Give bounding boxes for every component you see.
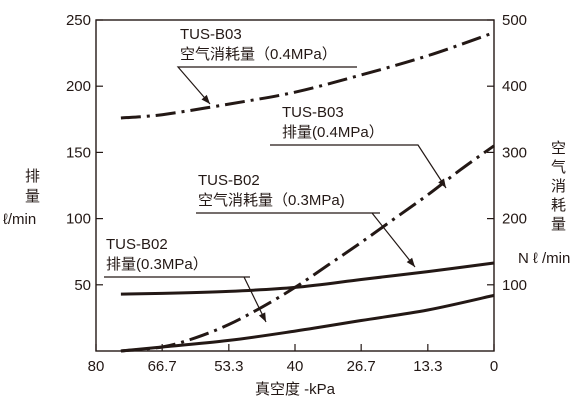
plot-frame — [95, 19, 495, 352]
series-b03-air-consumption-line — [120, 31, 495, 120]
right-axis-label-char-3: 消 — [551, 178, 566, 195]
x-tick-label: 66.7 — [148, 358, 177, 375]
x-tick-label: 0 — [490, 358, 498, 375]
left-axis-label-char-1: 排 — [25, 168, 40, 185]
series-b03-flow-line — [120, 144, 495, 353]
left-axis-unit: ℓ/min — [3, 211, 36, 228]
leaders-layer — [104, 66, 447, 323]
right-tick-label: 300 — [502, 144, 527, 161]
x-tick-label: 53.3 — [214, 358, 243, 375]
left-tick-label: 50 — [74, 277, 91, 294]
right-axis-label-char-1: 空 — [551, 140, 566, 157]
annotation-b03-air-line2: 空气消耗量（0.4MPa） — [180, 46, 337, 63]
ticks-layer: 80 66.7 53.3 40 26.7 13.3 0 250 200 150 100 50 500 40… — [66, 12, 527, 375]
right-tick-label: 500 — [502, 12, 527, 29]
right-tick-label: 100 — [502, 277, 527, 294]
x-tick-label: 26.7 — [347, 358, 376, 375]
right-tick-label: 200 — [502, 211, 527, 228]
left-tick-label: 250 — [66, 12, 91, 29]
annotation-b03-flow-line1: TUS-B03 — [282, 104, 344, 121]
leader-b02-flow — [104, 276, 267, 323]
right-axis-label-char-4: 耗 — [551, 197, 566, 214]
leader-b02-air-consumption-arrowhead — [406, 257, 415, 267]
series-b02-air-consumption-line — [120, 261, 495, 296]
series-layer — [120, 31, 495, 353]
right-axis-label-char-2: 气 — [551, 159, 566, 176]
leader-b03-flow-arrowhead — [438, 178, 446, 188]
x-tick-label: 13.3 — [413, 358, 442, 375]
left-tick-label: 150 — [66, 144, 91, 161]
annotation-b03-flow-line2: 排量(0.4MPa） — [282, 124, 384, 141]
leader-b03-flow — [270, 144, 447, 189]
left-tick-label: 200 — [66, 78, 91, 95]
annotation-b02-air-line2: 空气消耗量（0.3MPa) — [198, 192, 345, 209]
right-tick-label: 400 — [502, 78, 527, 95]
leader-b03-air-consumption — [176, 66, 357, 105]
leader-b02-air-consumption — [196, 212, 416, 268]
right-axis-label-char-5: 量 — [551, 216, 566, 233]
annotation-b02-air-line1: TUS-B02 — [198, 172, 260, 189]
leader-b03-air-consumption-arrowhead — [201, 94, 210, 104]
x-tick-label: 40 — [287, 358, 304, 375]
series-b02-flow-line — [120, 293, 495, 353]
annotation-b02-flow-line1: TUS-B02 — [106, 236, 168, 253]
annotation-b02-flow-line2: 排量(0.3MPa） — [106, 256, 208, 273]
x-tick-label: 80 — [88, 358, 105, 375]
right-axis-unit: N ℓ /min — [518, 250, 570, 267]
x-axis-label: 真空度 -kPa — [255, 380, 336, 398]
annotation-b03-air-line1: TUS-B03 — [180, 26, 242, 43]
leader-b02-flow-arrowhead — [258, 312, 266, 322]
left-axis-label-char-2: 量 — [25, 188, 40, 205]
left-tick-label: 100 — [66, 211, 91, 228]
